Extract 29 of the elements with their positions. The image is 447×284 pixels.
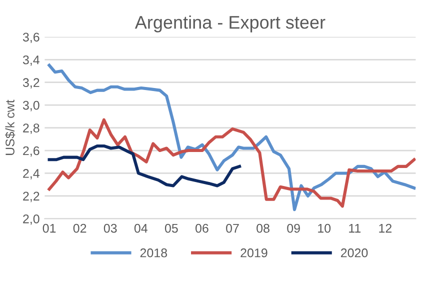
y-tick-label: 3,4 (22, 55, 40, 66)
chart-title: Argentina - Export steer (134, 16, 326, 32)
x-tick-label: 10 (318, 224, 331, 233)
y-tick-label: 2,2 (23, 192, 40, 202)
line-series (48, 118, 416, 208)
line-series (48, 144, 242, 188)
x-tick-label: 04 (134, 224, 148, 233)
legend-label: 2018 (140, 248, 168, 258)
y-tick-label: 2,4 (23, 169, 40, 180)
x-tick-label: 11 (349, 224, 361, 233)
y-axis-title: US$/k cwt (5, 100, 16, 155)
y-tick-label: 3,2 (22, 78, 40, 88)
y-tick-label: 3,6 (22, 32, 40, 44)
y-tick-label: 3,0 (22, 100, 40, 112)
x-tick-label: 05 (164, 224, 178, 233)
x-tick-label: 12 (379, 224, 392, 233)
legend-label: 2019 (240, 248, 268, 258)
y-tick-label: 2,0 (23, 214, 40, 225)
x-tick-label: 03 (104, 224, 117, 233)
x-tick-label: 02 (73, 224, 86, 233)
y-tick-label: 2,6 (23, 146, 40, 157)
legend-label: 2020 (340, 248, 368, 258)
x-tick-label: 08 (256, 224, 270, 233)
line-series (48, 64, 416, 212)
x-tick-label: 07 (226, 224, 239, 233)
x-tick-label: 06 (195, 224, 208, 233)
x-tick-label: 01 (42, 224, 56, 233)
y-tick-label: 2,8 (23, 124, 40, 134)
x-tick-label: 09 (287, 224, 300, 233)
